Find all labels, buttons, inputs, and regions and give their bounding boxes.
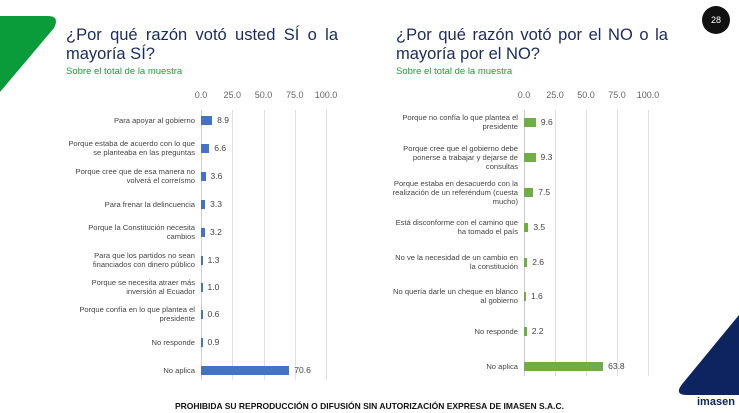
category-label: No quería darle un cheque en blanco al g… [393, 287, 518, 305]
axis-tick-label: 25.0 [546, 90, 564, 100]
data-label: 1.0 [207, 282, 220, 292]
category-label: Porque la Constitución necesita cambios [88, 223, 195, 241]
data-label: 1.3 [207, 255, 220, 265]
left-chart-subtitle: Sobre el total de la muestra [66, 66, 183, 77]
data-label: 0.9 [207, 337, 220, 347]
category-label: Porque cree que el gobierno debe ponerse… [403, 143, 518, 171]
gridline [263, 110, 265, 380]
data-label: 1.6 [530, 291, 543, 301]
bar [201, 365, 290, 375]
bar [201, 337, 203, 347]
category-label: Porque se necesita atraer más inversión … [91, 278, 195, 296]
category-label: Porque estaba en desacuerdo con la reali… [392, 178, 518, 206]
category-label: Para apoyar al gobierno [113, 115, 195, 125]
bar [201, 227, 205, 237]
green-corner-shape [0, 16, 56, 92]
data-label: 2.2 [531, 326, 544, 336]
data-label: 6.6 [214, 143, 227, 153]
axis-tick-label: 50.0 [577, 90, 595, 100]
bar [524, 257, 528, 267]
bar [201, 282, 203, 292]
bar [201, 115, 213, 125]
category-label: Porque estaba de acuerdo con lo que se p… [68, 139, 195, 157]
left-chart-title: ¿Por qué razón votó usted SÍ o la mayorí… [66, 26, 338, 63]
category-label: No responde [474, 326, 518, 336]
bar [201, 309, 203, 319]
category-label: Porque cree que de esa manera no volverá… [75, 167, 195, 185]
imasen-logo: imasen [697, 396, 735, 408]
axis-tick-label: 75.0 [285, 90, 304, 100]
category-label: Está disconforme con el camino que ha to… [395, 218, 518, 236]
right-chart-subtitle: Sobre el total de la muestra [396, 66, 513, 77]
right-chart-title: ¿Por qué razón votó por el NO o la mayor… [396, 26, 668, 63]
category-label: No aplica [163, 365, 195, 375]
bar [201, 171, 206, 181]
axis-line [201, 110, 202, 380]
gridline [294, 110, 296, 380]
category-label: Porque no confía lo que plantea el presi… [402, 113, 518, 131]
axis-tick-label: 100.0 [314, 90, 338, 100]
data-label: 70.6 [294, 365, 311, 375]
navy-corner-shape [678, 315, 739, 395]
axis-tick-label: 100.0 [636, 90, 660, 100]
data-label: 63.8 [608, 361, 625, 371]
gridline [648, 110, 649, 376]
bar [524, 117, 536, 127]
bar [201, 143, 210, 153]
axis-tick-label: 50.0 [254, 90, 273, 100]
footer-notice: PROHIBIDA SU REPRODUCCIÓN O DIFUSIÓN SIN… [175, 401, 564, 411]
gridline [555, 110, 556, 376]
data-label: 8.9 [217, 115, 229, 125]
data-label: 3.2 [210, 227, 222, 237]
data-label: 3.6 [210, 171, 223, 181]
gridline [586, 110, 587, 376]
bar [201, 199, 206, 209]
gridline [326, 110, 327, 380]
axis-tick-label: 0.0 [194, 90, 208, 100]
axis-tick-label: 75.0 [608, 90, 626, 100]
category-label: Porque confía en lo que plantea el presi… [79, 305, 195, 323]
category-label: No aplica [486, 361, 518, 371]
data-label: 9.6 [540, 117, 553, 127]
category-label: Para que los partidos no sean financiado… [92, 251, 195, 269]
bar [524, 152, 536, 162]
bar [524, 222, 529, 232]
data-label: 9.3 [540, 152, 553, 162]
data-label: 3.5 [533, 222, 546, 232]
bar [524, 187, 534, 197]
data-label: 0.6 [207, 309, 220, 319]
bar [201, 255, 203, 265]
bar [524, 326, 527, 336]
data-label: 2.6 [532, 257, 545, 267]
bar [524, 361, 604, 371]
category-label: No responde [151, 337, 195, 347]
category-label: Para frenar la delincuencia [104, 199, 195, 209]
bar [524, 291, 526, 301]
data-label: 7.5 [538, 187, 551, 197]
gridline [617, 110, 618, 376]
data-label: 3.3 [210, 199, 222, 209]
category-label: No ve la necesidad de un cambio en la co… [395, 253, 518, 271]
axis-line [524, 110, 525, 376]
axis-tick-label: 0.0 [517, 90, 531, 100]
page-number-badge: 28 [702, 6, 730, 34]
gridline [232, 110, 234, 380]
axis-tick-label: 25.0 [223, 90, 242, 100]
